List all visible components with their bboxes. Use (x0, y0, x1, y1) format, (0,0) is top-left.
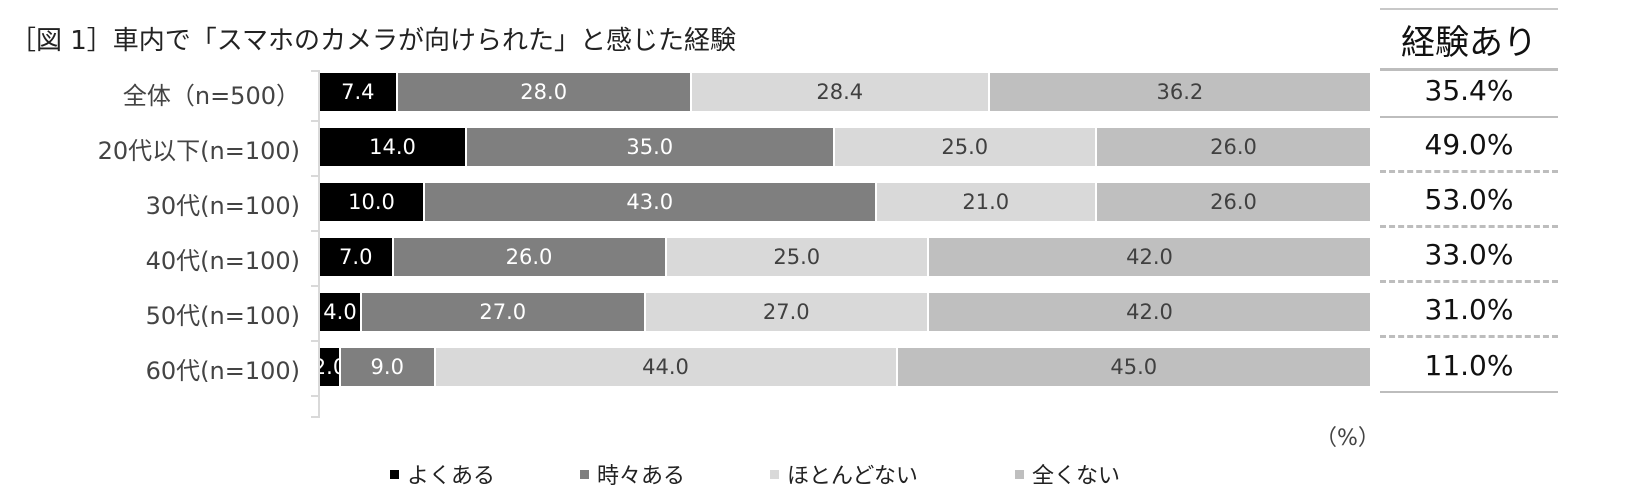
y-axis-tick (311, 416, 320, 418)
legend-swatch-icon (390, 469, 399, 479)
y-axis-tick (311, 395, 320, 397)
stacked-bar: 14.0 35.0 25.0 26.0 (320, 128, 1370, 166)
bar-segment: 2.0 (320, 348, 341, 386)
data-label: 42.0 (1126, 300, 1173, 324)
data-label: 4.0 (323, 300, 357, 324)
data-label: 25.0 (941, 135, 989, 159)
data-label: 27.0 (479, 300, 527, 324)
y-axis-tick (311, 285, 320, 287)
legend-item: 時々ある (580, 458, 685, 490)
legend-label: ほとんどない (787, 464, 918, 489)
bar-segment: 45.0 (897, 348, 1370, 386)
data-label: 36.2 (1156, 80, 1204, 104)
data-label: 25.0 (773, 245, 821, 269)
bar-segment: 4.0 (320, 293, 362, 331)
experience-value: 35.4% (1380, 64, 1558, 118)
y-axis-tick (311, 70, 320, 72)
bar-segment: 43.0 (425, 183, 877, 221)
data-label: 26.0 (1210, 190, 1257, 214)
data-label: 2.0 (320, 355, 339, 379)
category-label: 全体（n=500） (122, 82, 300, 110)
bar-segment: 25.0 (666, 238, 929, 276)
stacked-bar: 7.0 26.0 25.0 42.0 (320, 238, 1370, 276)
legend-label: 全くない (1032, 464, 1121, 489)
data-label: 26.0 (1210, 135, 1257, 159)
bar-segment: 44.0 (435, 348, 898, 386)
bar-segment: 36.2 (989, 73, 1370, 111)
data-label: 21.0 (962, 190, 1010, 214)
bar-segment: 28.0 (397, 73, 692, 111)
experience-header: 経験あり (1380, 8, 1558, 71)
bar-segment: 27.0 (645, 293, 929, 331)
y-axis-tick (311, 120, 320, 122)
legend-label: 時々ある (597, 464, 686, 489)
legend-item: ほとんどない (770, 458, 918, 490)
category-label: 20代以下(n=100) (97, 137, 300, 165)
data-label: 45.0 (1110, 355, 1158, 379)
category-label: 60代(n=100) (145, 357, 300, 385)
bar-segment: 26.0 (1097, 128, 1370, 166)
experience-value: 31.0% (1380, 284, 1558, 338)
data-label: 7.4 (341, 80, 375, 104)
experience-value: 53.0% (1380, 174, 1558, 228)
legend-swatch-icon (770, 469, 779, 479)
bar-segment: 7.0 (320, 238, 394, 276)
chart-title: ［図 1］車内で「スマホのカメラが向けられた」と感じた経験 (10, 26, 737, 56)
bar-segment: 35.0 (467, 128, 835, 166)
stacked-bar: 10.0 43.0 21.0 26.0 (320, 183, 1370, 221)
bar-segment: 28.4 (691, 73, 990, 111)
bar-segment: 26.0 (393, 238, 667, 276)
data-label: 43.0 (626, 190, 674, 214)
experience-value: 11.0% (1380, 339, 1558, 393)
data-label: 35.0 (626, 135, 674, 159)
data-label: 9.0 (370, 355, 404, 379)
bar-segment: 25.0 (834, 128, 1097, 166)
bar-segment: 7.4 (320, 73, 398, 111)
category-label: 50代(n=100) (145, 302, 300, 330)
data-label: 42.0 (1126, 245, 1173, 269)
y-axis-line (318, 70, 320, 418)
bar-segment: 26.0 (1097, 183, 1370, 221)
legend-swatch-icon (1015, 469, 1024, 479)
legend-item: 全くない (1015, 458, 1120, 490)
bar-segment: 27.0 (362, 293, 646, 331)
data-label: 27.0 (762, 300, 810, 324)
data-label: 44.0 (642, 355, 689, 379)
y-axis-tick (311, 175, 320, 177)
data-label: 26.0 (505, 245, 553, 269)
data-label: 7.0 (339, 245, 373, 269)
y-axis-tick (311, 340, 320, 342)
bar-segment: 10.0 (320, 183, 425, 221)
data-label: 10.0 (348, 190, 395, 214)
legend-item: よくある (390, 458, 495, 490)
bar-segment: 42.0 (929, 293, 1370, 331)
legend-label: よくある (407, 464, 496, 489)
bar-segment: 21.0 (876, 183, 1097, 221)
legend-swatch-icon (580, 469, 589, 479)
experience-value: 49.0% (1380, 119, 1558, 173)
legend: よくある 時々ある ほとんどない 全くない (0, 458, 1647, 490)
stacked-bar: 2.0 9.0 44.0 45.0 (320, 348, 1370, 386)
stacked-bar: 4.0 27.0 27.0 42.0 (320, 293, 1370, 331)
experience-value: 33.0% (1380, 229, 1558, 283)
data-label: 28.4 (816, 80, 864, 104)
data-label: 14.0 (369, 135, 416, 159)
data-label: 28.0 (520, 80, 568, 104)
category-label: 30代(n=100) (145, 192, 300, 220)
y-axis-tick (311, 230, 320, 232)
unit-label: （%） (1315, 426, 1380, 451)
bar-segment: 9.0 (341, 348, 436, 386)
stacked-bar: 7.4 28.0 28.4 36.2 (320, 73, 1370, 111)
bar-segment: 42.0 (929, 238, 1370, 276)
bar-segment: 14.0 (320, 128, 467, 166)
category-label: 40代(n=100) (145, 247, 300, 275)
